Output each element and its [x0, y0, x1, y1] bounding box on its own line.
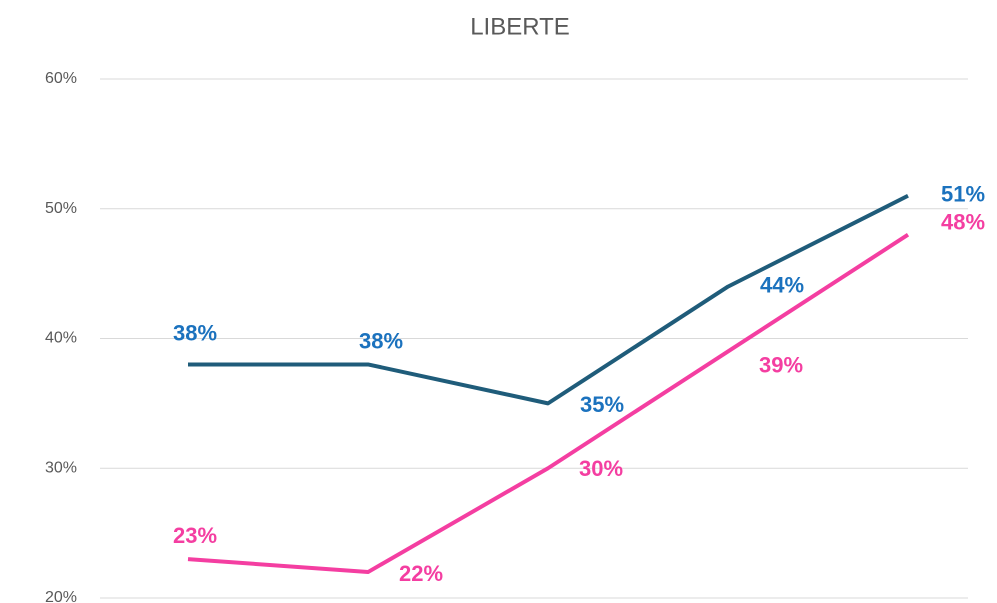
data-label: 38%	[359, 328, 403, 353]
y-tick-label: 30%	[45, 459, 77, 476]
data-label: 35%	[580, 392, 624, 417]
data-label: 38%	[173, 320, 217, 345]
series-line	[188, 193, 909, 406]
data-label: 39%	[759, 352, 803, 377]
data-label: 44%	[760, 272, 804, 297]
y-tick-label: 50%	[45, 200, 77, 217]
data-label: 30%	[579, 456, 623, 481]
data-label: 22%	[399, 561, 443, 586]
y-tick-label: 40%	[45, 330, 77, 347]
data-label: 51%	[941, 182, 985, 207]
series-line	[187, 233, 910, 575]
chart-title: LIBERTE	[470, 13, 570, 40]
y-tick-label: 20%	[45, 589, 77, 603]
y-tick-label: 60%	[45, 70, 77, 87]
data-label: 23%	[173, 523, 217, 548]
data-label: 48%	[941, 210, 985, 235]
